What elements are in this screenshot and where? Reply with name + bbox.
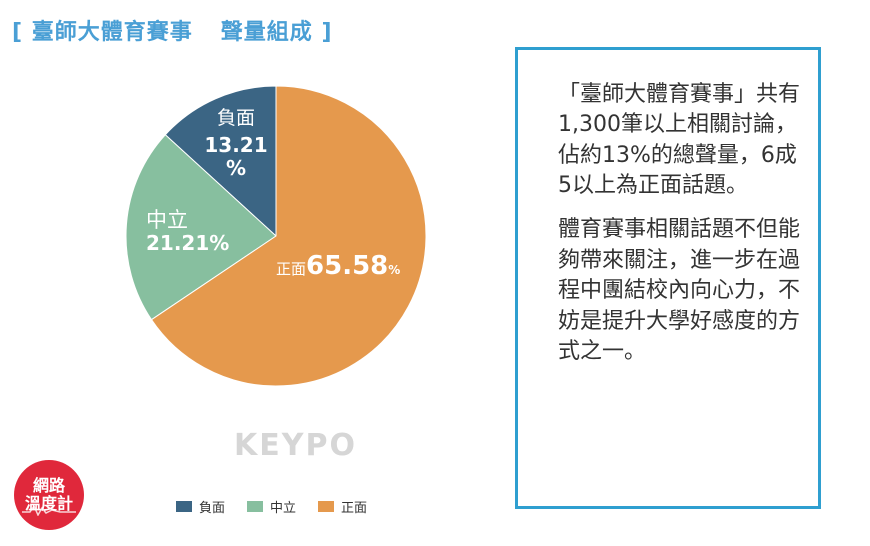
logo-line2: 溫度計: [24, 494, 73, 513]
chart-legend: 負面 中立 正面: [176, 497, 367, 516]
slice-name-negative: 負面: [216, 107, 255, 129]
slice-name-neutral: 中立: [146, 208, 188, 232]
legend-swatch-negative: [176, 501, 192, 512]
pulse-wave-icon: [22, 504, 76, 516]
slice-unit-positive: %: [388, 263, 401, 277]
legend-label-negative: 負面: [199, 501, 226, 516]
legend-swatch-neutral: [247, 501, 264, 512]
title-main: 臺師大體育賽事: [31, 20, 193, 45]
pie-slice-positive: [150, 85, 427, 387]
chart-title: [ 臺師大體育賽事 聲量組成 ]: [12, 14, 333, 46]
summary-paragraph-2: 體育賽事相關話題不但能夠帶來關注，進一步在過程中團結校內向心力，不妨是提升大學好…: [558, 217, 801, 364]
legend-label-neutral: 中立: [270, 501, 297, 516]
pie-slice-negative: [164, 85, 277, 238]
slice-value-neutral: 21.21%: [146, 231, 230, 256]
slice-name-positive: 正面: [276, 260, 307, 278]
pie-slice-neutral: [125, 134, 277, 321]
keypo-watermark: KEYPO: [234, 428, 357, 463]
logo-line1: 網路: [32, 476, 65, 496]
summary-paragraph-1: 「臺師大體育賽事」共有1,300筆以上相關討論，佔約13%的總聲量，6成5以上為…: [558, 82, 801, 199]
title-sub: 聲量組成: [220, 20, 313, 45]
slice-value-negative: 13.21%: [204, 132, 268, 180]
slice-label-negative: 負面 13.21%: [196, 107, 276, 180]
slice-label-positive: 正面65.58%: [276, 251, 401, 282]
legend-item-positive: 正面: [318, 497, 367, 516]
brand-logo: 網路 溫度計: [14, 460, 84, 530]
legend-swatch-positive: [318, 501, 335, 512]
title-bracket-close: ]: [321, 20, 333, 45]
slice-value-positive: 65.58: [306, 251, 389, 281]
legend-item-neutral: 中立: [247, 497, 296, 516]
legend-item-negative: 負面: [176, 497, 225, 516]
summary-textbox: 「臺師大體育賽事」共有1,300筆以上相關討論，佔約13%的總聲量，6成5以上為…: [515, 47, 821, 509]
title-bracket-open: [: [12, 20, 24, 45]
legend-label-positive: 正面: [341, 501, 368, 516]
slice-label-neutral: 中立 21.21%: [146, 208, 246, 255]
